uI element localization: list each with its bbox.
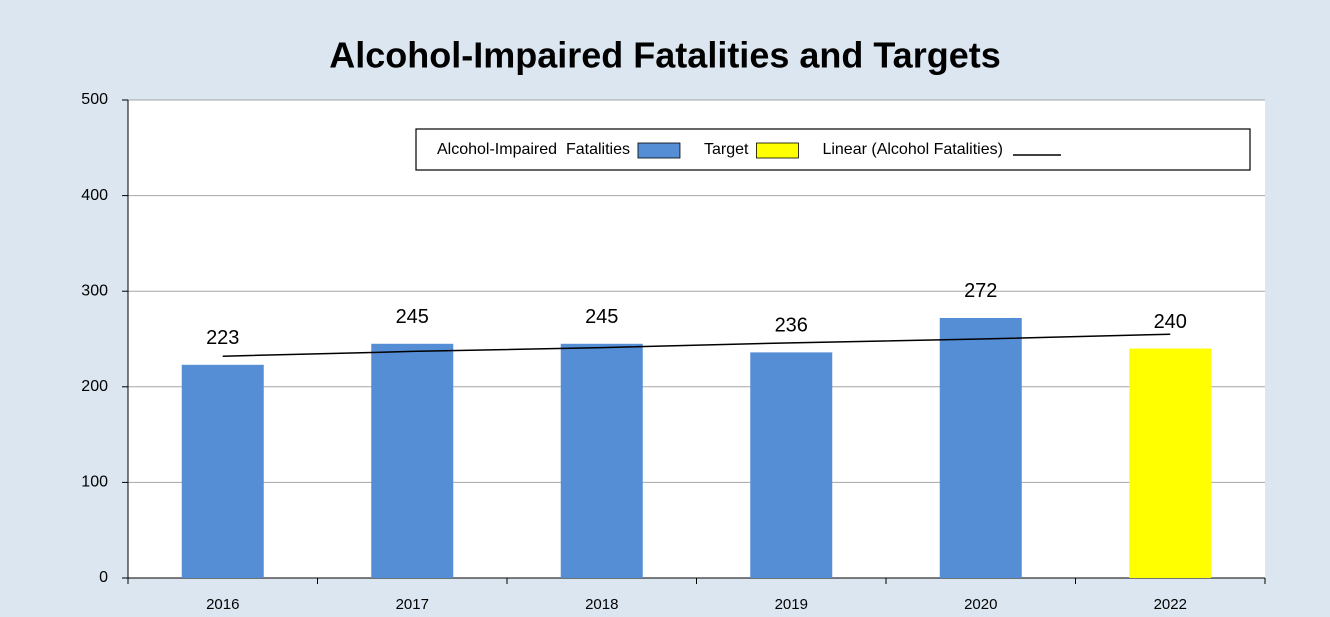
data-label: 236 <box>775 315 808 337</box>
x-tick-label: 2017 <box>396 596 429 613</box>
bar <box>939 317 1022 578</box>
y-tick-label: 100 <box>81 474 108 491</box>
x-tick-label: 2018 <box>585 596 618 613</box>
plot-area <box>128 100 1265 578</box>
y-tick-label: 300 <box>81 282 108 299</box>
x-tick-label: 2019 <box>775 596 808 613</box>
bar <box>371 343 454 578</box>
legend-label: Alcohol-Impaired Fatalities <box>437 141 630 158</box>
data-label: 245 <box>396 306 429 328</box>
bar <box>560 343 643 578</box>
y-tick-label: 500 <box>81 91 108 108</box>
bar <box>750 352 833 578</box>
data-label: 240 <box>1154 311 1187 333</box>
x-tick-label: 2020 <box>964 596 997 613</box>
legend-swatch <box>637 142 681 159</box>
data-label: 223 <box>206 327 239 349</box>
legend-swatch <box>756 142 799 159</box>
y-tick-label: 400 <box>81 187 108 204</box>
y-tick-label: 200 <box>81 378 108 395</box>
data-label: 245 <box>585 306 618 328</box>
chart-title: Alcohol-Impaired Fatalities and Targets <box>329 35 1000 76</box>
bar <box>1129 348 1212 578</box>
legend-box <box>415 128 1251 171</box>
x-tick-label: 2016 <box>206 596 239 613</box>
bar <box>181 364 264 578</box>
data-label: 272 <box>964 280 997 302</box>
legend-label: Linear (Alcohol Fatalities) <box>822 141 1003 158</box>
legend-label: Target <box>704 141 749 158</box>
y-tick-label: 0 <box>99 569 108 586</box>
x-tick-label: 2022 <box>1154 596 1187 613</box>
trend-line <box>222 333 1171 357</box>
